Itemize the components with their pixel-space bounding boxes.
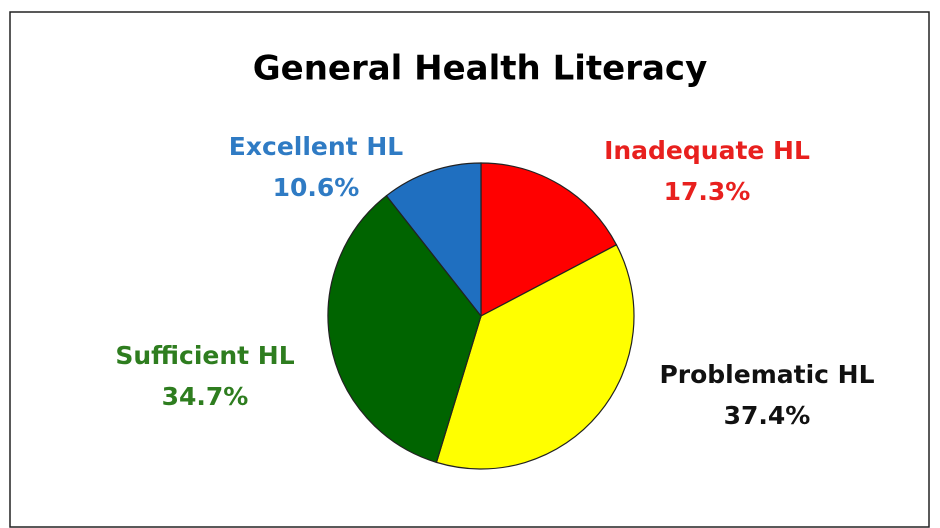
slice-label: Excellent HL [229,132,403,161]
slice-value-label: 37.4% [724,401,811,430]
pie-slice [435,244,635,470]
slice-value-label: 10.6% [273,173,360,202]
slice-value-label: 34.7% [162,382,249,411]
pie-slice [385,162,482,318]
slice-label: Inadequate HL [604,136,810,165]
slice-value-label: 17.3% [664,177,751,206]
slice-label: Sufficient HL [115,341,294,370]
pie-slice [327,194,482,464]
chart-title: General Health Literacy [253,49,708,89]
pie-slice [480,162,618,317]
slice-label: Problematic HL [659,360,874,389]
